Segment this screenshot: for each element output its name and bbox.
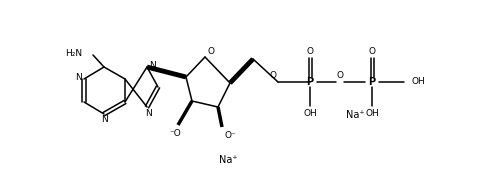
Text: P: P bbox=[368, 77, 376, 87]
Text: Na⁺: Na⁺ bbox=[346, 110, 364, 120]
Text: ⁻O: ⁻O bbox=[169, 129, 181, 137]
Text: OH: OH bbox=[412, 77, 426, 87]
Text: Na⁺: Na⁺ bbox=[219, 155, 237, 165]
Text: O: O bbox=[368, 46, 376, 56]
Text: O: O bbox=[270, 71, 276, 80]
Text: OH: OH bbox=[365, 110, 379, 119]
Text: O⁻: O⁻ bbox=[224, 130, 236, 139]
Text: N: N bbox=[76, 73, 82, 82]
Text: OH: OH bbox=[303, 110, 317, 119]
Text: O: O bbox=[208, 46, 214, 56]
Text: P: P bbox=[306, 77, 314, 87]
Text: N: N bbox=[102, 115, 108, 124]
Text: N: N bbox=[149, 60, 155, 69]
Text: H₂N: H₂N bbox=[65, 49, 82, 58]
Text: O: O bbox=[306, 46, 314, 56]
Text: O: O bbox=[336, 71, 344, 80]
Text: N: N bbox=[146, 108, 152, 118]
